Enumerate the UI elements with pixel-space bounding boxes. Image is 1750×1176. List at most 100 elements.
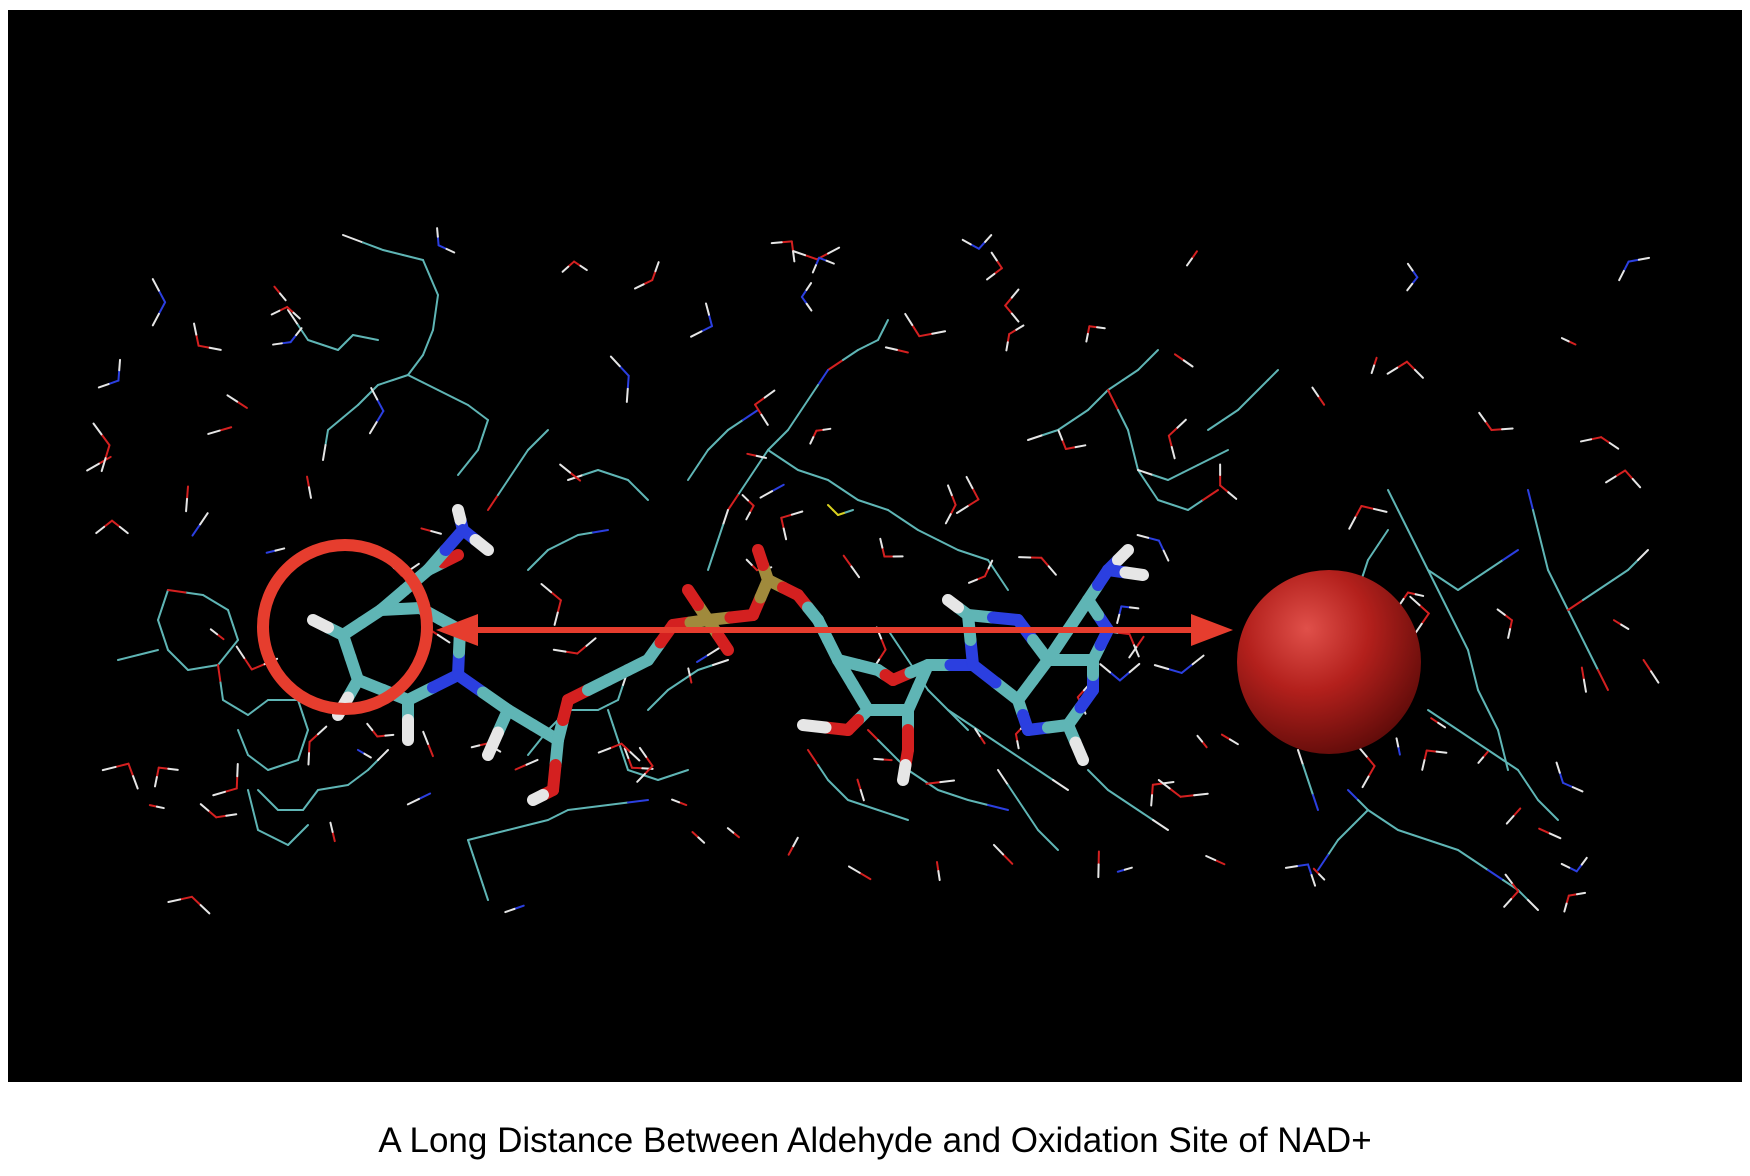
water-fragment (895, 348, 909, 354)
annotation-overlay (257, 539, 1233, 715)
protein-bond (1097, 389, 1109, 401)
water-fragment (1128, 662, 1141, 674)
water-fragment (376, 398, 385, 413)
protein-bond (547, 541, 564, 551)
protein-bond (612, 724, 619, 741)
water-fragment (1167, 434, 1173, 448)
protein-bond (287, 834, 299, 846)
protein-bond (477, 434, 484, 451)
water-fragment (1076, 689, 1085, 699)
water-fragment (814, 256, 821, 267)
water-fragment (1637, 256, 1651, 261)
protein-bond (1557, 589, 1569, 611)
water-fragment (1580, 856, 1588, 866)
water-fragment (856, 778, 862, 792)
protein-bond (902, 519, 919, 531)
water-fragment (151, 278, 160, 292)
water-fragment (1397, 745, 1401, 756)
protein-bond (257, 761, 269, 771)
water-fragment (1295, 863, 1310, 868)
water-fragment (925, 781, 942, 785)
protein-bond (1197, 456, 1214, 466)
water-fragment (218, 426, 233, 432)
water-fragment (236, 762, 239, 778)
protein-bond (1367, 544, 1379, 561)
protein-bond (282, 759, 299, 766)
protein-wireframe (86, 227, 1660, 915)
protein-bond (1117, 409, 1129, 431)
water-fragment (745, 558, 753, 566)
protein-bond (1627, 559, 1639, 571)
water-fragment (1179, 794, 1196, 798)
protein-bond (1307, 779, 1314, 796)
water-fragment (1004, 296, 1013, 307)
water-fragment (1411, 276, 1419, 285)
water-fragment (1128, 606, 1140, 610)
water-fragment (1116, 868, 1126, 873)
protein-bond (827, 779, 839, 791)
water-fragment (947, 484, 953, 497)
water-fragment (1490, 428, 1504, 432)
protein-bond (1532, 509, 1539, 531)
water-fragment (1372, 507, 1388, 513)
water-fragment (625, 387, 629, 403)
water-fragment (1631, 477, 1642, 489)
protein-bond (217, 664, 222, 684)
water-fragment (207, 809, 218, 819)
water-fragment (800, 288, 808, 298)
water-fragment (195, 333, 200, 347)
protein-bond (1167, 471, 1184, 481)
protein-bond (887, 749, 899, 761)
protein-bond (337, 341, 347, 351)
protein-bond (1472, 669, 1479, 691)
water-fragment (822, 427, 832, 431)
water-fragment (286, 305, 295, 314)
protein-bond (987, 804, 1009, 811)
protein-bond (1362, 559, 1369, 576)
water-fragment (1088, 325, 1099, 329)
water-fragment (792, 836, 799, 848)
water-fragment (1118, 605, 1123, 616)
protein-bond (1327, 839, 1339, 856)
water-fragment (552, 648, 567, 653)
protein-bond (1497, 729, 1504, 751)
protein-bond (1597, 579, 1614, 591)
protein-bond (1187, 499, 1204, 511)
water-fragment (157, 289, 167, 304)
protein-bond (717, 429, 729, 441)
protein-bond (547, 814, 559, 821)
protein-bond (607, 801, 629, 806)
protein-bond (157, 619, 164, 636)
water-fragment (754, 403, 763, 416)
protein-bond (507, 464, 519, 481)
figure-caption: A Long Distance Between Aldehyde and Oxi… (378, 1121, 1372, 1160)
ligand-bond (1112, 544, 1134, 566)
water-fragment (118, 358, 122, 372)
water-fragment (780, 240, 793, 244)
water-fragment (1509, 619, 1513, 631)
protein-bond (1427, 709, 1444, 721)
water-fragment (208, 346, 222, 351)
water-fragment (556, 599, 562, 614)
protein-bond (1047, 839, 1059, 851)
water-fragment (690, 330, 703, 338)
water-fragment (1503, 613, 1513, 622)
protein-bond (687, 464, 699, 481)
water-fragment (759, 490, 774, 499)
protein-bond (587, 804, 609, 809)
protein-bond (167, 589, 187, 594)
water-fragment (430, 530, 442, 535)
water-fragment (1437, 721, 1447, 729)
water-fragment (370, 387, 379, 401)
protein-bond (272, 836, 289, 846)
protein-bond (642, 774, 659, 781)
protein-bond (1387, 489, 1399, 511)
water-fragment (1567, 340, 1577, 346)
protein-bond (267, 799, 279, 811)
protein-bond (722, 509, 729, 526)
protein-bond (1137, 809, 1154, 821)
water-fragment (804, 254, 818, 261)
protein-bond (1427, 569, 1444, 581)
water-fragment (858, 871, 872, 881)
water-fragment (1510, 890, 1520, 901)
